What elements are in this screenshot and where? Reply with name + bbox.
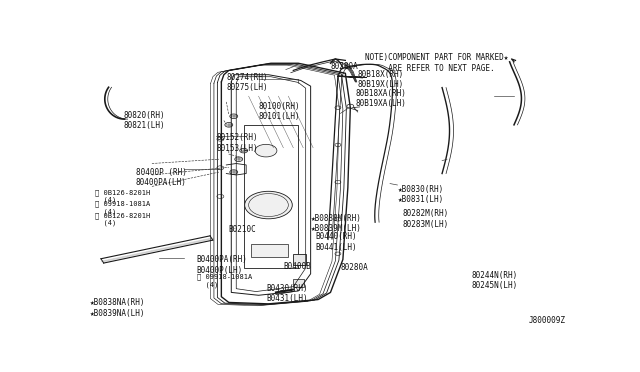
Circle shape bbox=[217, 195, 224, 198]
Text: 80152(RH)
80153(LH): 80152(RH) 80153(LH) bbox=[216, 134, 258, 153]
Bar bbox=[293, 254, 306, 265]
Text: 80B18XA(RH)
80B19XA(LH): 80B18XA(RH) 80B19XA(LH) bbox=[355, 89, 406, 109]
Circle shape bbox=[244, 191, 292, 219]
Text: 80244N(RH)
80245N(LH): 80244N(RH) 80245N(LH) bbox=[472, 271, 518, 290]
Text: ★B0838M(RH)
★B0839M(LH): ★B0838M(RH) ★B0839M(LH) bbox=[310, 214, 362, 233]
Bar bbox=[251, 244, 288, 257]
Text: B0430(RH)
B0431(LH): B0430(RH) B0431(LH) bbox=[266, 284, 308, 303]
Text: ★B0830(RH)
★B0831(LH): ★B0830(RH) ★B0831(LH) bbox=[397, 185, 444, 204]
Text: J800009Z: J800009Z bbox=[529, 316, 566, 326]
Text: B0400B: B0400B bbox=[284, 262, 311, 271]
Circle shape bbox=[255, 144, 277, 157]
Text: 80100(RH)
80101(LH): 80100(RH) 80101(LH) bbox=[259, 102, 300, 121]
Circle shape bbox=[217, 166, 224, 170]
Circle shape bbox=[230, 114, 237, 119]
Text: B0210C: B0210C bbox=[229, 225, 257, 234]
Text: ★B0838NA(RH)
★B0839NA(LH): ★B0838NA(RH) ★B0839NA(LH) bbox=[90, 298, 145, 318]
Text: Ⓑ 0B126-8201H
  (4): Ⓑ 0B126-8201H (4) bbox=[95, 212, 150, 226]
Circle shape bbox=[335, 106, 341, 109]
Text: 80282M(RH)
80283M(LH): 80282M(RH) 80283M(LH) bbox=[403, 209, 449, 229]
Text: 80B18X(RH)
80B19X(LH): 80B18X(RH) 80B19X(LH) bbox=[358, 70, 404, 89]
Text: 80280A: 80280A bbox=[330, 62, 358, 71]
Bar bbox=[293, 279, 304, 287]
Circle shape bbox=[230, 170, 237, 174]
Text: Ⓝ 09918-1081A
  (4): Ⓝ 09918-1081A (4) bbox=[196, 274, 252, 288]
Circle shape bbox=[225, 122, 233, 127]
Circle shape bbox=[335, 180, 341, 184]
Text: 80400P (RH)
80400PA(LH): 80400P (RH) 80400PA(LH) bbox=[136, 168, 186, 187]
Text: NOTE)COMPONENT PART FOR MARKED★
  ARE REFER TO NEXT PAGE.: NOTE)COMPONENT PART FOR MARKED★ ARE REFE… bbox=[365, 53, 509, 73]
Text: Ⓝ 09918-1081A
  (4): Ⓝ 09918-1081A (4) bbox=[95, 201, 150, 215]
Text: B0400PA(RH)
B0400P(LH): B0400PA(RH) B0400P(LH) bbox=[196, 255, 248, 275]
Circle shape bbox=[335, 218, 341, 221]
Text: 80820(RH)
80821(LH): 80820(RH) 80821(LH) bbox=[124, 110, 165, 130]
Text: Ⓑ 0B126-8201H
  (4): Ⓑ 0B126-8201H (4) bbox=[95, 189, 150, 203]
Circle shape bbox=[335, 143, 341, 147]
Text: 80280A: 80280A bbox=[340, 263, 368, 272]
Circle shape bbox=[217, 137, 224, 141]
Circle shape bbox=[335, 252, 341, 256]
Text: 80274(RH)
80275(LH): 80274(RH) 80275(LH) bbox=[227, 73, 268, 92]
Circle shape bbox=[240, 148, 248, 153]
Text: B0440(RH)
B0441(LH): B0440(RH) B0441(LH) bbox=[316, 232, 357, 252]
Circle shape bbox=[235, 157, 243, 161]
Circle shape bbox=[347, 104, 354, 108]
